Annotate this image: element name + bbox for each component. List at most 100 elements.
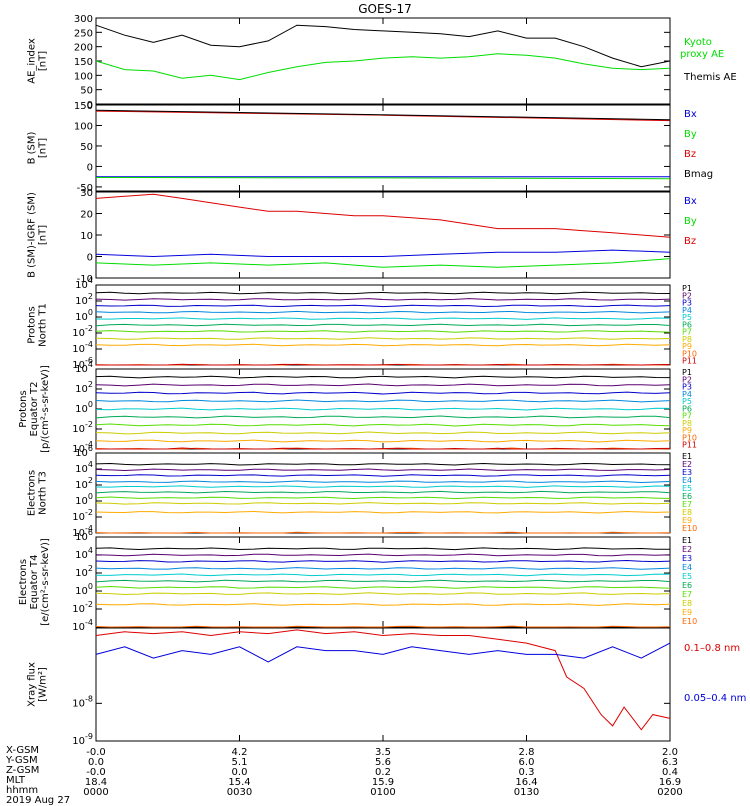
y-axis-label: [p/(cm²-s-sr-keV)] [40,365,51,453]
y-tick-label: 150 [74,101,93,112]
legend-p2: P2 [682,375,692,384]
y-axis-label: [nT] [38,225,49,245]
legend-p10: P10 [682,349,697,358]
panel-frame [95,627,671,742]
y-tick-label: 100 [75,400,93,415]
axis-value-mlt: 15.9 [372,777,394,788]
channel-line-p6 [95,415,671,419]
y-axis-label: Electrons [18,559,29,605]
channel-line-e1 [95,462,671,466]
y-tick-label: -10 [77,274,93,285]
legend-p8: P8 [682,419,692,428]
legend-e4: E4 [682,476,692,485]
y-axis-label: North T3 [38,471,49,515]
y-tick-label: 50 [80,86,93,97]
legend-e2: E2 [682,460,692,469]
legend-p8: P8 [682,335,692,344]
y-tick-label: 200 [74,43,93,54]
y-tick-label: 100 [74,121,93,132]
y-tick-label: 0 [87,253,93,264]
y-tick-label: 100 [75,492,93,507]
y-tick-label: 20 [80,210,93,221]
series-line-by [95,258,671,268]
axis-value-y-gsm: 5.1 [232,757,248,768]
legend-p9: P9 [682,426,692,435]
legend-kyoto: Kyoto [684,37,712,48]
axis-value-mlt: 16.9 [659,777,681,788]
channel-line-p3 [95,304,671,308]
legend-p5: P5 [682,397,692,406]
channel-line-e9 [95,603,671,606]
y-tick-label: 102 [75,476,93,491]
legend-p6: P6 [682,320,692,329]
legend-p4: P4 [682,390,692,399]
legend-e3: E3 [682,468,692,477]
axis-value-mlt: 16.4 [515,777,537,788]
legend-e1: E1 [682,452,692,461]
series-line-bz [95,110,671,122]
axis-value-x-gsm: 2.8 [519,747,535,758]
channel-line-p4 [95,399,671,403]
y-tick-label: 102 [75,292,93,307]
channel-line-p5 [95,317,671,320]
panel-frame [95,191,671,279]
legend-e10: E10 [682,524,697,533]
y-tick-label: 102 [75,564,93,579]
legend-p1: P1 [682,284,692,293]
panel-2: -10 0 10 20 30 B (SM)-IGRF (SM) [nT] Bx By Bz [27,188,697,285]
y-axis-label: [nT] [38,51,49,71]
y-tick-label: 0 [87,162,93,173]
axis-value-z-gsm: 0.2 [375,767,391,778]
y-axis-label: Protons [27,306,38,343]
channel-line-e4 [95,480,671,484]
legend-e5: E5 [682,484,692,493]
y-tick-label: 250 [74,28,93,39]
legend-p6: P6 [682,404,692,413]
y-axis-label: [W/m²] [38,667,49,702]
channel-line-e5 [95,485,671,488]
channel-line-e10 [95,531,671,534]
y-tick-label: 30 [80,188,93,199]
panel-7: 10-9 10-8 Xray flux [W/m²] 0.1–0.8 nm 0.05–0.… [27,627,746,747]
y-tick-label: 10-8 [72,694,93,709]
y-tick-label: 10-2 [72,324,93,339]
legend-e3: E3 [682,554,692,563]
axis-value-z-gsm: 0.3 [519,767,535,778]
y-tick-label: 104 [75,546,93,561]
y-tick-label: 300 [74,14,93,25]
y-tick-label: 104 [75,460,93,475]
chart-title: GOES-17 [358,2,412,16]
y-axis-label: Protons [18,390,29,427]
axis-value-hhmm: 0130 [514,787,539,798]
y-tick-label: 50 [80,142,93,153]
y-tick-label: 10-2 [72,420,93,435]
y-tick-label: 102 [75,380,93,395]
legend-e10: E10 [682,617,697,626]
y-axis-label: [nT] [38,138,49,158]
y-axis-label: [e/(cm²-s-sr-keV)] [40,538,51,626]
series-line-themis-ae [95,24,671,68]
legend-p4: P4 [682,306,692,315]
legend-e6: E6 [682,492,692,501]
y-axis-label: B (SM)-IGRF (SM) [27,192,38,278]
y-axis-label: Xray flux [27,662,38,707]
axis-value-hhmm: 0030 [227,787,252,798]
y-tick-label: 10-4 [72,618,93,633]
legend-bmag: Bmag [684,169,713,180]
legend-proxy-ae: proxy AE [680,49,724,60]
legend-p9: P9 [682,342,692,351]
y-tick-label: 100 [75,308,93,323]
axis-value-x-gsm: 2.0 [662,747,678,758]
channel-line-e3 [95,559,671,563]
channel-line-p2 [95,298,671,301]
channel-line-e7 [95,496,671,500]
channel-line-p6 [95,323,671,327]
legend-e8: E8 [682,508,692,517]
axis-value-mlt: 18.4 [85,777,107,788]
channel-line-p9 [95,343,671,347]
legend-p7: P7 [682,328,692,337]
channel-line-p5 [95,407,671,411]
panel-0: 0 50 100 150 200 250 300 AE_index [nT] Kyotoproxy… [27,14,737,111]
